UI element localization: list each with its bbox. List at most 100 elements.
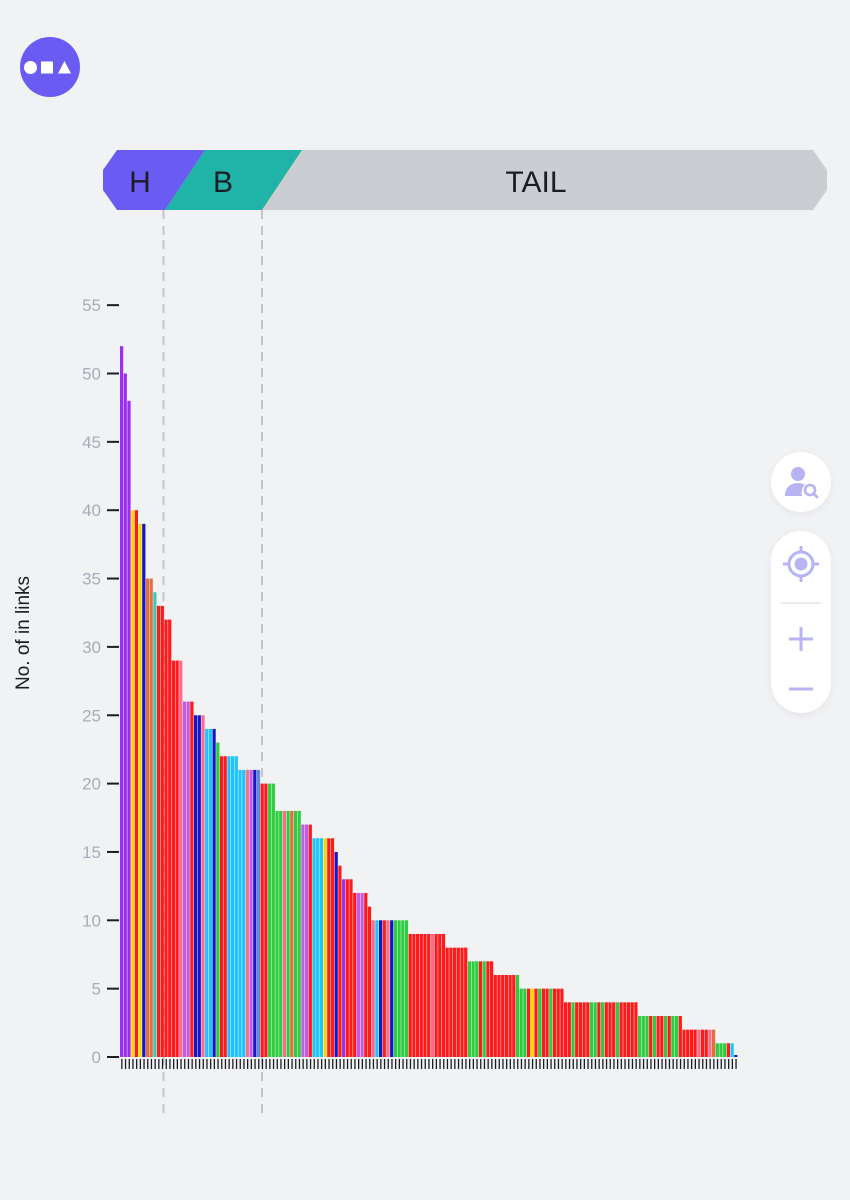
bar[interactable] bbox=[715, 1043, 719, 1057]
bar[interactable] bbox=[434, 933, 438, 1057]
bar[interactable] bbox=[264, 783, 268, 1057]
bar[interactable] bbox=[601, 1002, 605, 1057]
bar[interactable] bbox=[194, 715, 198, 1057]
bar[interactable] bbox=[334, 851, 338, 1057]
bar[interactable] bbox=[216, 742, 220, 1057]
bar[interactable] bbox=[730, 1043, 734, 1057]
bar[interactable] bbox=[652, 1015, 656, 1057]
bar[interactable] bbox=[134, 510, 138, 1057]
bar[interactable] bbox=[630, 1002, 634, 1057]
bar[interactable] bbox=[401, 920, 405, 1057]
bar[interactable] bbox=[675, 1015, 679, 1057]
bar[interactable] bbox=[412, 933, 416, 1057]
bar[interactable] bbox=[349, 879, 353, 1057]
bar[interactable] bbox=[445, 947, 449, 1057]
bar[interactable] bbox=[556, 988, 560, 1057]
bar[interactable] bbox=[171, 660, 175, 1057]
bar[interactable] bbox=[527, 988, 531, 1057]
bar[interactable] bbox=[338, 865, 342, 1057]
bar[interactable] bbox=[626, 1002, 631, 1057]
bar[interactable] bbox=[256, 769, 261, 1057]
bar[interactable] bbox=[612, 1002, 616, 1057]
bar[interactable] bbox=[223, 756, 227, 1057]
bar[interactable] bbox=[523, 988, 527, 1057]
bar[interactable] bbox=[656, 1015, 660, 1057]
bar[interactable] bbox=[205, 728, 209, 1057]
bar[interactable] bbox=[663, 1015, 668, 1057]
bar[interactable] bbox=[375, 920, 379, 1057]
bar[interactable] bbox=[638, 1015, 642, 1057]
bar[interactable] bbox=[242, 769, 246, 1057]
bar[interactable] bbox=[175, 660, 179, 1057]
bar[interactable] bbox=[604, 1002, 608, 1057]
bar[interactable] bbox=[386, 920, 390, 1057]
bar[interactable] bbox=[293, 810, 298, 1057]
bar[interactable] bbox=[149, 578, 153, 1057]
bar[interactable] bbox=[497, 974, 501, 1057]
bar[interactable] bbox=[490, 961, 494, 1057]
bar[interactable] bbox=[623, 1002, 627, 1057]
bar[interactable] bbox=[360, 892, 364, 1057]
bar[interactable] bbox=[197, 715, 201, 1057]
bar[interactable] bbox=[160, 605, 164, 1057]
bar[interactable] bbox=[586, 1002, 590, 1057]
bar[interactable] bbox=[700, 1029, 705, 1057]
bar[interactable] bbox=[312, 838, 316, 1057]
bar[interactable] bbox=[208, 728, 212, 1057]
bar[interactable] bbox=[364, 892, 368, 1057]
bar[interactable] bbox=[356, 892, 360, 1057]
bar[interactable] bbox=[678, 1015, 682, 1057]
bar[interactable] bbox=[131, 510, 135, 1057]
bar[interactable] bbox=[649, 1015, 653, 1057]
bar[interactable] bbox=[427, 933, 431, 1057]
bar[interactable] bbox=[249, 769, 253, 1057]
bar[interactable] bbox=[231, 756, 235, 1057]
zoom-in-button[interactable] bbox=[771, 614, 831, 664]
bar[interactable] bbox=[549, 988, 553, 1057]
bar[interactable] bbox=[142, 523, 146, 1057]
body-segment-shape[interactable] bbox=[165, 150, 302, 210]
bar[interactable] bbox=[538, 988, 542, 1057]
bar[interactable] bbox=[478, 961, 483, 1057]
bar[interactable] bbox=[515, 974, 520, 1057]
bar[interactable] bbox=[608, 1002, 612, 1057]
bar[interactable] bbox=[545, 988, 549, 1057]
bar[interactable] bbox=[367, 906, 372, 1057]
bar[interactable] bbox=[723, 1043, 727, 1057]
bar[interactable] bbox=[301, 824, 305, 1057]
bar[interactable] bbox=[704, 1029, 708, 1057]
locate-button[interactable] bbox=[771, 539, 831, 589]
bar[interactable] bbox=[282, 810, 286, 1057]
bar[interactable] bbox=[408, 933, 412, 1057]
bar[interactable] bbox=[645, 1015, 649, 1057]
bar[interactable] bbox=[419, 933, 423, 1057]
bar[interactable] bbox=[260, 783, 264, 1057]
bar[interactable] bbox=[234, 756, 238, 1057]
bar[interactable] bbox=[393, 920, 397, 1057]
bar[interactable] bbox=[564, 1002, 568, 1057]
bar[interactable] bbox=[423, 933, 427, 1057]
bar[interactable] bbox=[157, 605, 161, 1057]
bar[interactable] bbox=[327, 838, 331, 1057]
bar[interactable] bbox=[582, 1002, 586, 1057]
bar[interactable] bbox=[501, 974, 505, 1057]
app-logo[interactable] bbox=[20, 37, 80, 97]
bar[interactable] bbox=[190, 701, 194, 1057]
bar[interactable] bbox=[449, 947, 453, 1057]
bar[interactable] bbox=[145, 578, 150, 1057]
bar[interactable] bbox=[719, 1043, 723, 1057]
bar[interactable] bbox=[641, 1015, 645, 1057]
bar[interactable] bbox=[286, 810, 290, 1057]
bar[interactable] bbox=[238, 769, 242, 1057]
bar[interactable] bbox=[471, 961, 475, 1057]
bar[interactable] bbox=[467, 961, 471, 1057]
bar[interactable] bbox=[379, 920, 383, 1057]
bar[interactable] bbox=[512, 974, 516, 1057]
bar[interactable] bbox=[519, 988, 523, 1057]
bar[interactable] bbox=[416, 933, 420, 1057]
bar[interactable] bbox=[275, 810, 279, 1057]
bar[interactable] bbox=[708, 1029, 712, 1057]
bar[interactable] bbox=[575, 1002, 579, 1057]
bar[interactable] bbox=[693, 1029, 697, 1057]
bar[interactable] bbox=[201, 715, 205, 1057]
